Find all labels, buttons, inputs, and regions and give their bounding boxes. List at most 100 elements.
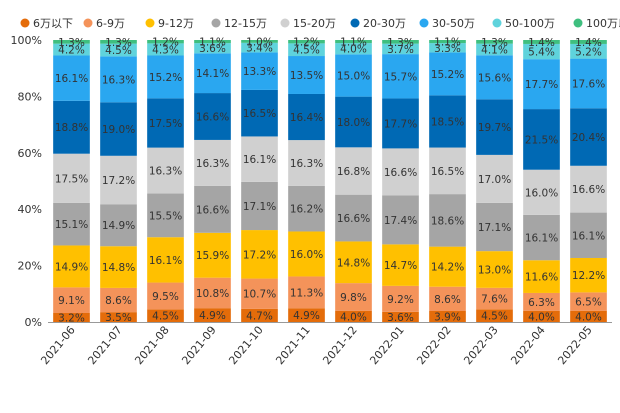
data-label: 15.9% <box>196 250 229 262</box>
data-label: 8.6% <box>434 294 461 306</box>
x-tick-label: 2022-04 <box>508 324 548 368</box>
bar-segment <box>476 202 513 252</box>
data-label: 16.1% <box>572 230 605 242</box>
data-label: 4.1% <box>481 44 508 56</box>
bar-segment <box>147 282 184 310</box>
x-tick-label: 2021-09 <box>179 324 219 368</box>
legend-label: 20-30万 <box>363 17 406 30</box>
bar-segment <box>288 43 325 57</box>
data-label: 1.1% <box>199 37 226 49</box>
x-tick-label: 2021-10 <box>226 324 266 368</box>
data-label: 18.0% <box>337 117 370 129</box>
bar-segment <box>523 40 560 44</box>
bars: 3.2%9.1%14.9%15.1%17.5%18.8%16.1%4.2%1.3… <box>53 36 607 324</box>
bar-segment <box>194 308 231 322</box>
bar-segment <box>147 309 184 322</box>
bar-segment <box>53 100 90 154</box>
bar-segment <box>53 312 90 322</box>
bar-segment <box>53 40 90 44</box>
data-label: 19.7% <box>478 122 511 134</box>
bar-segment <box>476 40 513 44</box>
data-label: 4.5% <box>293 45 320 57</box>
data-label: 4.5% <box>152 311 179 323</box>
bar-segment <box>382 311 419 322</box>
legend-item: 15-20万 <box>280 17 336 30</box>
data-label: 16.3% <box>196 158 229 170</box>
bar-segment <box>570 108 607 166</box>
bar-segment <box>476 99 513 155</box>
bar-segment <box>241 40 278 43</box>
bar-stack: 4.7% 10.7% 17.2% 17.1% 16.1% 16.5% 13.3% 3.4%1.… <box>241 36 278 322</box>
bar-segment <box>53 287 90 313</box>
data-label: 1.4% <box>528 37 555 49</box>
data-label: 16.6% <box>384 167 417 179</box>
bar-stack: 4.0%9.8%14.8%16.6%16.8%18.0%15.0%4.0%1.1… <box>335 37 372 323</box>
bar-segment <box>194 232 231 278</box>
bar-segment <box>100 246 137 288</box>
data-label: 4.5% <box>105 45 132 57</box>
data-label: 12.2% <box>572 270 605 282</box>
data-label: 16.0% <box>525 187 558 199</box>
data-label: 17.7% <box>384 118 417 130</box>
data-label: 3.6% <box>387 312 414 324</box>
bar-segment <box>194 43 231 54</box>
data-label: 16.3% <box>290 158 323 170</box>
bar-segment <box>570 212 607 258</box>
bar-stack: 3.5% 8.6% 14.8% 14.9% 17.2% 19.0% 16.3% 4.5%1.3… <box>100 37 137 324</box>
bar-segment <box>335 147 372 195</box>
bar-segment <box>241 181 278 231</box>
bar-segment <box>429 246 466 287</box>
bar-segment <box>53 202 90 246</box>
bar-segment <box>476 43 513 56</box>
data-label: 6.5% <box>575 297 602 309</box>
bar-segment <box>570 43 607 59</box>
bar-segment <box>523 59 560 110</box>
data-label: 3.3% <box>434 43 461 55</box>
data-label: 16.4% <box>290 112 323 124</box>
bar-segment <box>288 40 325 44</box>
bar-segment <box>100 43 137 57</box>
bar-segment <box>100 287 137 313</box>
bar-segment <box>100 204 137 247</box>
data-label: 16.3% <box>149 166 182 178</box>
data-label: 6.3% <box>528 297 555 309</box>
data-label: 17.2% <box>243 249 276 261</box>
data-label: 16.3% <box>102 74 135 86</box>
bar-segment <box>523 292 560 311</box>
data-label: 17.1% <box>478 222 511 234</box>
bar-segment <box>523 169 560 215</box>
legend-label: 9-12万 <box>158 17 194 30</box>
bar-segment <box>523 310 560 322</box>
data-label: 11.6% <box>525 272 558 284</box>
bar-segment <box>523 260 560 293</box>
legend-swatch <box>145 18 155 28</box>
data-label: 14.1% <box>196 68 229 80</box>
data-label: 16.8% <box>337 166 370 178</box>
x-tick-label: 2021-12 <box>320 324 360 368</box>
bar-stack: 4.9% 11.3% 16.0% 16.2% 16.3% 16.4% 13.5% 4.5%1.… <box>288 37 325 322</box>
bar-segment <box>288 231 325 277</box>
data-label: 16.1% <box>149 255 182 267</box>
legend-item: 30-50万 <box>419 17 475 30</box>
data-label: 17.6% <box>572 78 605 90</box>
bar-stack: 4.9% 10.8% 15.9% 16.6% 16.3% 16.6% 14.1% 3.6%1.… <box>194 37 231 322</box>
data-label: 14.2% <box>431 262 464 274</box>
data-label: 17.2% <box>102 175 135 187</box>
bar-segment <box>53 43 90 56</box>
legend-item: 6-9万 <box>83 17 125 30</box>
bar-segment <box>570 40 607 44</box>
bar-segment <box>100 102 137 156</box>
x-axis: 2021-06 2021-07 2021-08 2021-09 2021-10 2021-… <box>38 322 612 368</box>
x-tick-label: 2022-02 <box>414 324 454 368</box>
data-label: 3.5% <box>105 312 132 324</box>
legend-swatch <box>492 18 502 28</box>
bar-stack: 4.5% 9.5% 16.1% 15.5% 16.3% 17.5% 15.2% 4.3%1.2… <box>147 37 184 323</box>
x-tick-label: 2021-11 <box>273 324 313 368</box>
bar-stack: 4.5% 7.6% 13.0% 17.1% 17.0% 19.7% 15.6% 4.1%1.3… <box>476 37 513 323</box>
x-tick-label: 2022-01 <box>367 324 407 368</box>
data-label: 16.6% <box>572 184 605 196</box>
bar-segment <box>382 54 419 99</box>
data-label: 14.8% <box>102 262 135 274</box>
data-label: 18.6% <box>431 215 464 227</box>
legend-swatch <box>350 18 360 28</box>
